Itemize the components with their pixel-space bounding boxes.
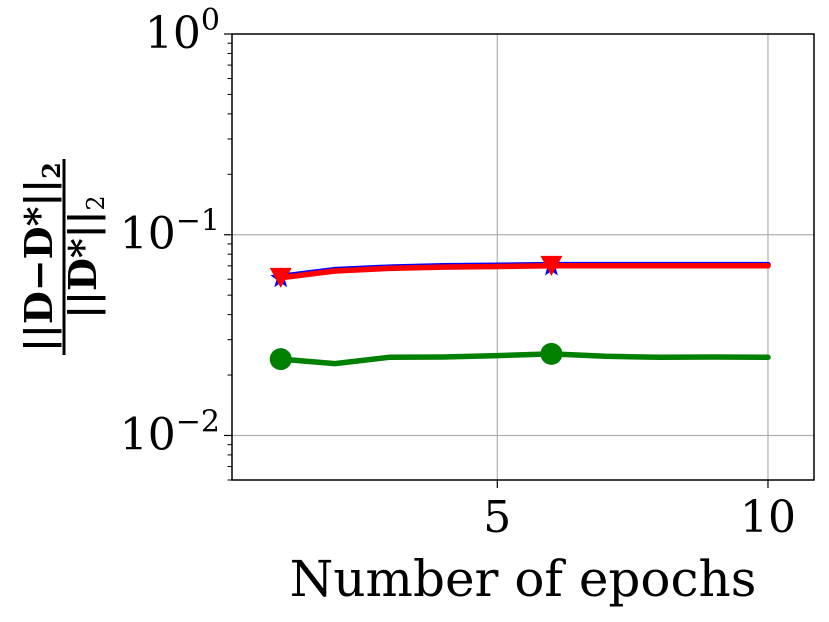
series-layer	[269, 255, 771, 371]
x-tick-label: 10	[740, 492, 796, 543]
y-label-numerator-sub: 2	[37, 162, 66, 179]
x-tick-label: 5	[483, 492, 511, 543]
y-tick-label: 10−1	[120, 204, 220, 260]
data-point	[269, 348, 292, 371]
y-label-denominator: ||D*||	[60, 211, 105, 319]
ticks: 5 10 10−2 10−1 100	[120, 3, 796, 543]
series-circle	[269, 342, 771, 371]
series-line	[277, 263, 771, 281]
svg-text:||D*||2: ||D*||2	[60, 195, 110, 318]
data-point	[540, 255, 563, 276]
svg-text:||D−D*||2: ||D−D*||2	[16, 162, 66, 352]
plot-frame	[231, 33, 815, 481]
data-point	[269, 267, 292, 288]
labels: Number of epochs ||D−D*||2 ||D*||2	[16, 159, 756, 608]
series-triangle-down	[269, 255, 771, 288]
y-tick-label: 100	[145, 3, 220, 59]
series-line	[277, 351, 771, 367]
data-point	[540, 342, 563, 365]
y-tick-label: 10−2	[120, 404, 220, 460]
grid	[232, 34, 814, 480]
y-label-numerator: ||D−D*||	[16, 179, 61, 352]
x-axis-label: Number of epochs	[290, 550, 757, 608]
y-axis-label: ||D−D*||2 ||D*||2	[16, 159, 110, 355]
y-label-denominator-sub: 2	[82, 195, 110, 210]
